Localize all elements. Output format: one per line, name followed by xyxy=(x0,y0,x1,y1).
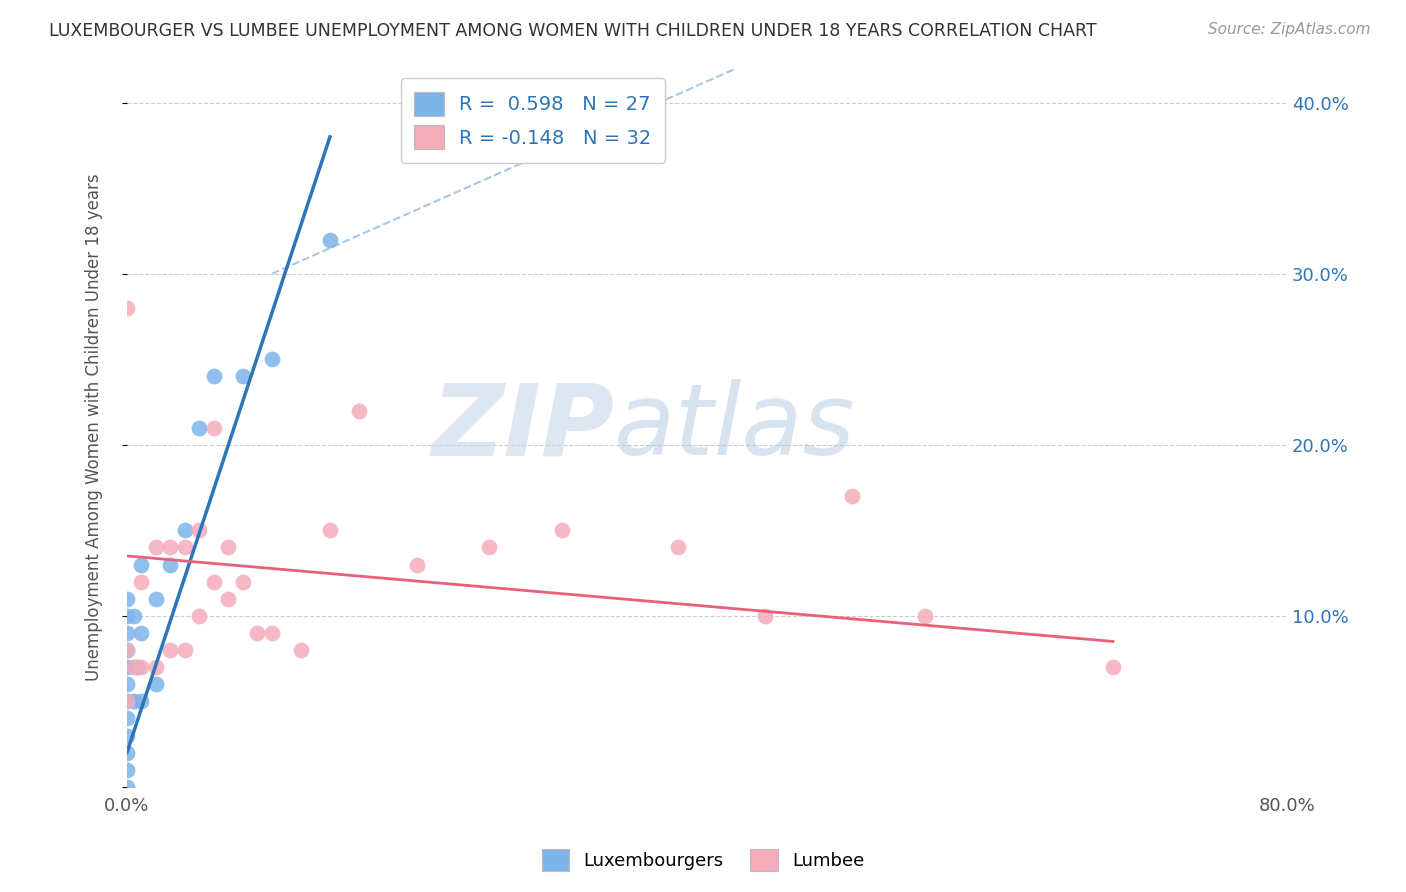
Point xyxy=(115,729,138,743)
Point xyxy=(122,694,145,708)
Point xyxy=(188,420,211,434)
Point xyxy=(125,660,148,674)
Point xyxy=(131,558,153,572)
Point xyxy=(1102,660,1125,674)
Point xyxy=(159,541,181,555)
Point xyxy=(131,574,153,589)
Point xyxy=(188,524,211,538)
Point xyxy=(145,677,167,691)
Point xyxy=(115,694,138,708)
Point xyxy=(217,541,239,555)
Point xyxy=(131,694,153,708)
Point xyxy=(551,524,574,538)
Point xyxy=(145,541,167,555)
Point xyxy=(202,574,225,589)
Point xyxy=(347,403,370,417)
Point xyxy=(145,660,167,674)
Point xyxy=(115,301,138,315)
Point xyxy=(754,608,776,623)
Point xyxy=(260,352,283,367)
Point xyxy=(145,591,167,606)
Point xyxy=(406,558,429,572)
Point xyxy=(232,574,254,589)
Point xyxy=(914,608,936,623)
Point xyxy=(115,763,138,777)
Point xyxy=(478,541,501,555)
Text: LUXEMBOURGER VS LUMBEE UNEMPLOYMENT AMONG WOMEN WITH CHILDREN UNDER 18 YEARS COR: LUXEMBOURGER VS LUMBEE UNEMPLOYMENT AMON… xyxy=(49,22,1097,40)
Point xyxy=(174,524,197,538)
Point xyxy=(115,591,138,606)
Point xyxy=(122,660,145,674)
Point xyxy=(174,643,197,657)
Point xyxy=(115,694,138,708)
Point xyxy=(319,524,342,538)
Legend: Luxembourgers, Lumbee: Luxembourgers, Lumbee xyxy=(534,842,872,879)
Point xyxy=(115,643,138,657)
Point xyxy=(217,591,239,606)
Point xyxy=(115,677,138,691)
Point xyxy=(290,643,312,657)
Point xyxy=(115,780,138,794)
Point xyxy=(666,541,689,555)
Point xyxy=(115,711,138,725)
Point xyxy=(202,420,225,434)
Text: Source: ZipAtlas.com: Source: ZipAtlas.com xyxy=(1208,22,1371,37)
Point xyxy=(131,660,153,674)
Point xyxy=(115,660,138,674)
Point xyxy=(260,626,283,640)
Point xyxy=(115,608,138,623)
Point xyxy=(115,626,138,640)
Point xyxy=(122,608,145,623)
Text: ZIP: ZIP xyxy=(432,379,614,476)
Point xyxy=(232,369,254,384)
Point xyxy=(202,369,225,384)
Point xyxy=(115,643,138,657)
Y-axis label: Unemployment Among Women with Children Under 18 years: Unemployment Among Women with Children U… xyxy=(86,174,103,681)
Point xyxy=(188,608,211,623)
Point xyxy=(159,643,181,657)
Text: atlas: atlas xyxy=(614,379,856,476)
Point xyxy=(174,541,197,555)
Point xyxy=(115,746,138,760)
Point xyxy=(841,489,863,503)
Point xyxy=(131,626,153,640)
Point xyxy=(246,626,269,640)
Point xyxy=(159,558,181,572)
Point xyxy=(319,233,342,247)
Legend: R =  0.598   N = 27, R = -0.148   N = 32: R = 0.598 N = 27, R = -0.148 N = 32 xyxy=(401,78,665,162)
